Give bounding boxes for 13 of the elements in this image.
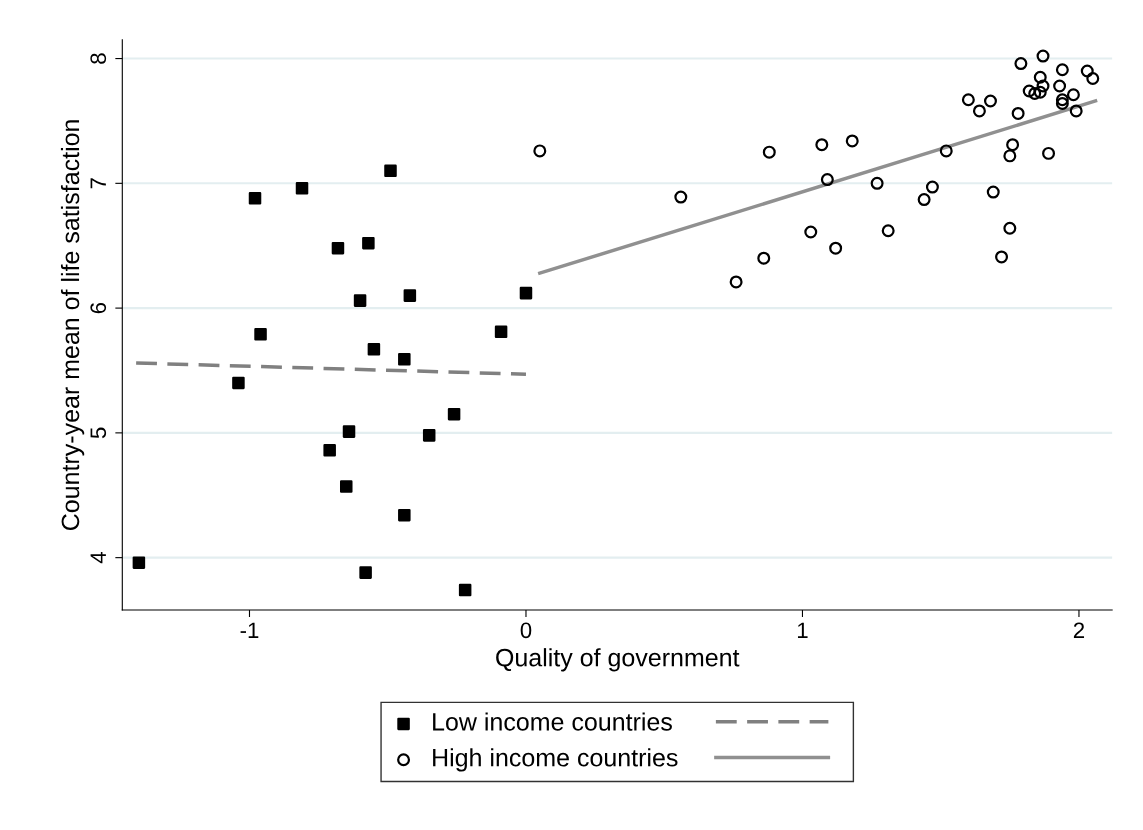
legend-label: High income countries <box>433 748 678 772</box>
y-tick-label: 6 <box>90 302 107 314</box>
legend-label: Low income countries <box>433 712 672 731</box>
y-axis-title: Country-year mean of life satisfaction <box>60 120 85 530</box>
y-tick-label: 5 <box>90 427 107 439</box>
x-tick-label: -1 <box>240 622 259 638</box>
y-tick-label: 4 <box>90 552 106 564</box>
x-tick-label: 0 <box>520 622 532 639</box>
x-axis-title: Quality of government <box>496 648 740 672</box>
x-tick-label: 1 <box>797 622 808 638</box>
y-tick-label: 8 <box>90 53 107 64</box>
x-tick-label: 2 <box>1073 622 1085 638</box>
y-tick-label: 7 <box>90 178 106 189</box>
